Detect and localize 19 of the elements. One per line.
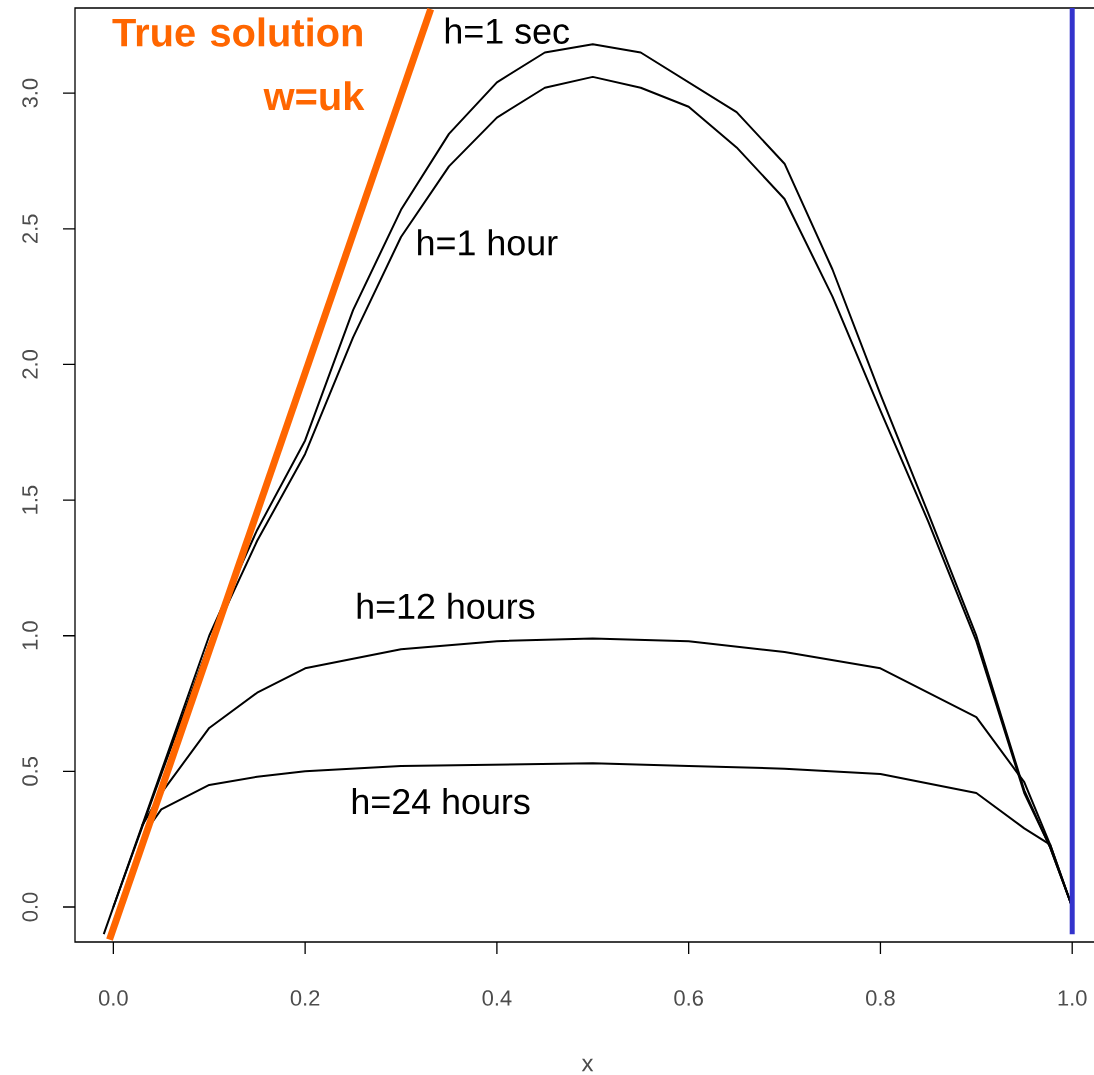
y-tick-label: 3.0 bbox=[22, 78, 38, 108]
y-tick-label: 1.0 bbox=[22, 621, 38, 650]
series-label: True solution w=uk bbox=[112, 17, 365, 111]
series-label: h=1 hour bbox=[418, 229, 558, 256]
x-tick-label: 1.0 bbox=[1058, 990, 1087, 1006]
y-tick-label: 0.5 bbox=[22, 757, 38, 786]
series-label: h=1 sec bbox=[445, 17, 570, 44]
y-tick-label: 2.0 bbox=[22, 350, 38, 379]
x-tick-label: 0.6 bbox=[674, 990, 703, 1006]
x-tick-label: 0.8 bbox=[866, 990, 895, 1006]
x-tick-label: 0.4 bbox=[482, 990, 512, 1006]
x-tick-label: 0.0 bbox=[98, 990, 128, 1006]
y-tick-label: 2.5 bbox=[22, 214, 38, 243]
y-tick-label: 0.0 bbox=[22, 892, 38, 922]
series-label: h=12 hours bbox=[357, 592, 535, 620]
y-tick-label: 1.5 bbox=[22, 485, 38, 514]
x-tick-label: 0.2 bbox=[290, 990, 320, 1006]
x-axis-title: x bbox=[581, 1058, 594, 1072]
series-label: h=24 hours bbox=[352, 788, 530, 815]
